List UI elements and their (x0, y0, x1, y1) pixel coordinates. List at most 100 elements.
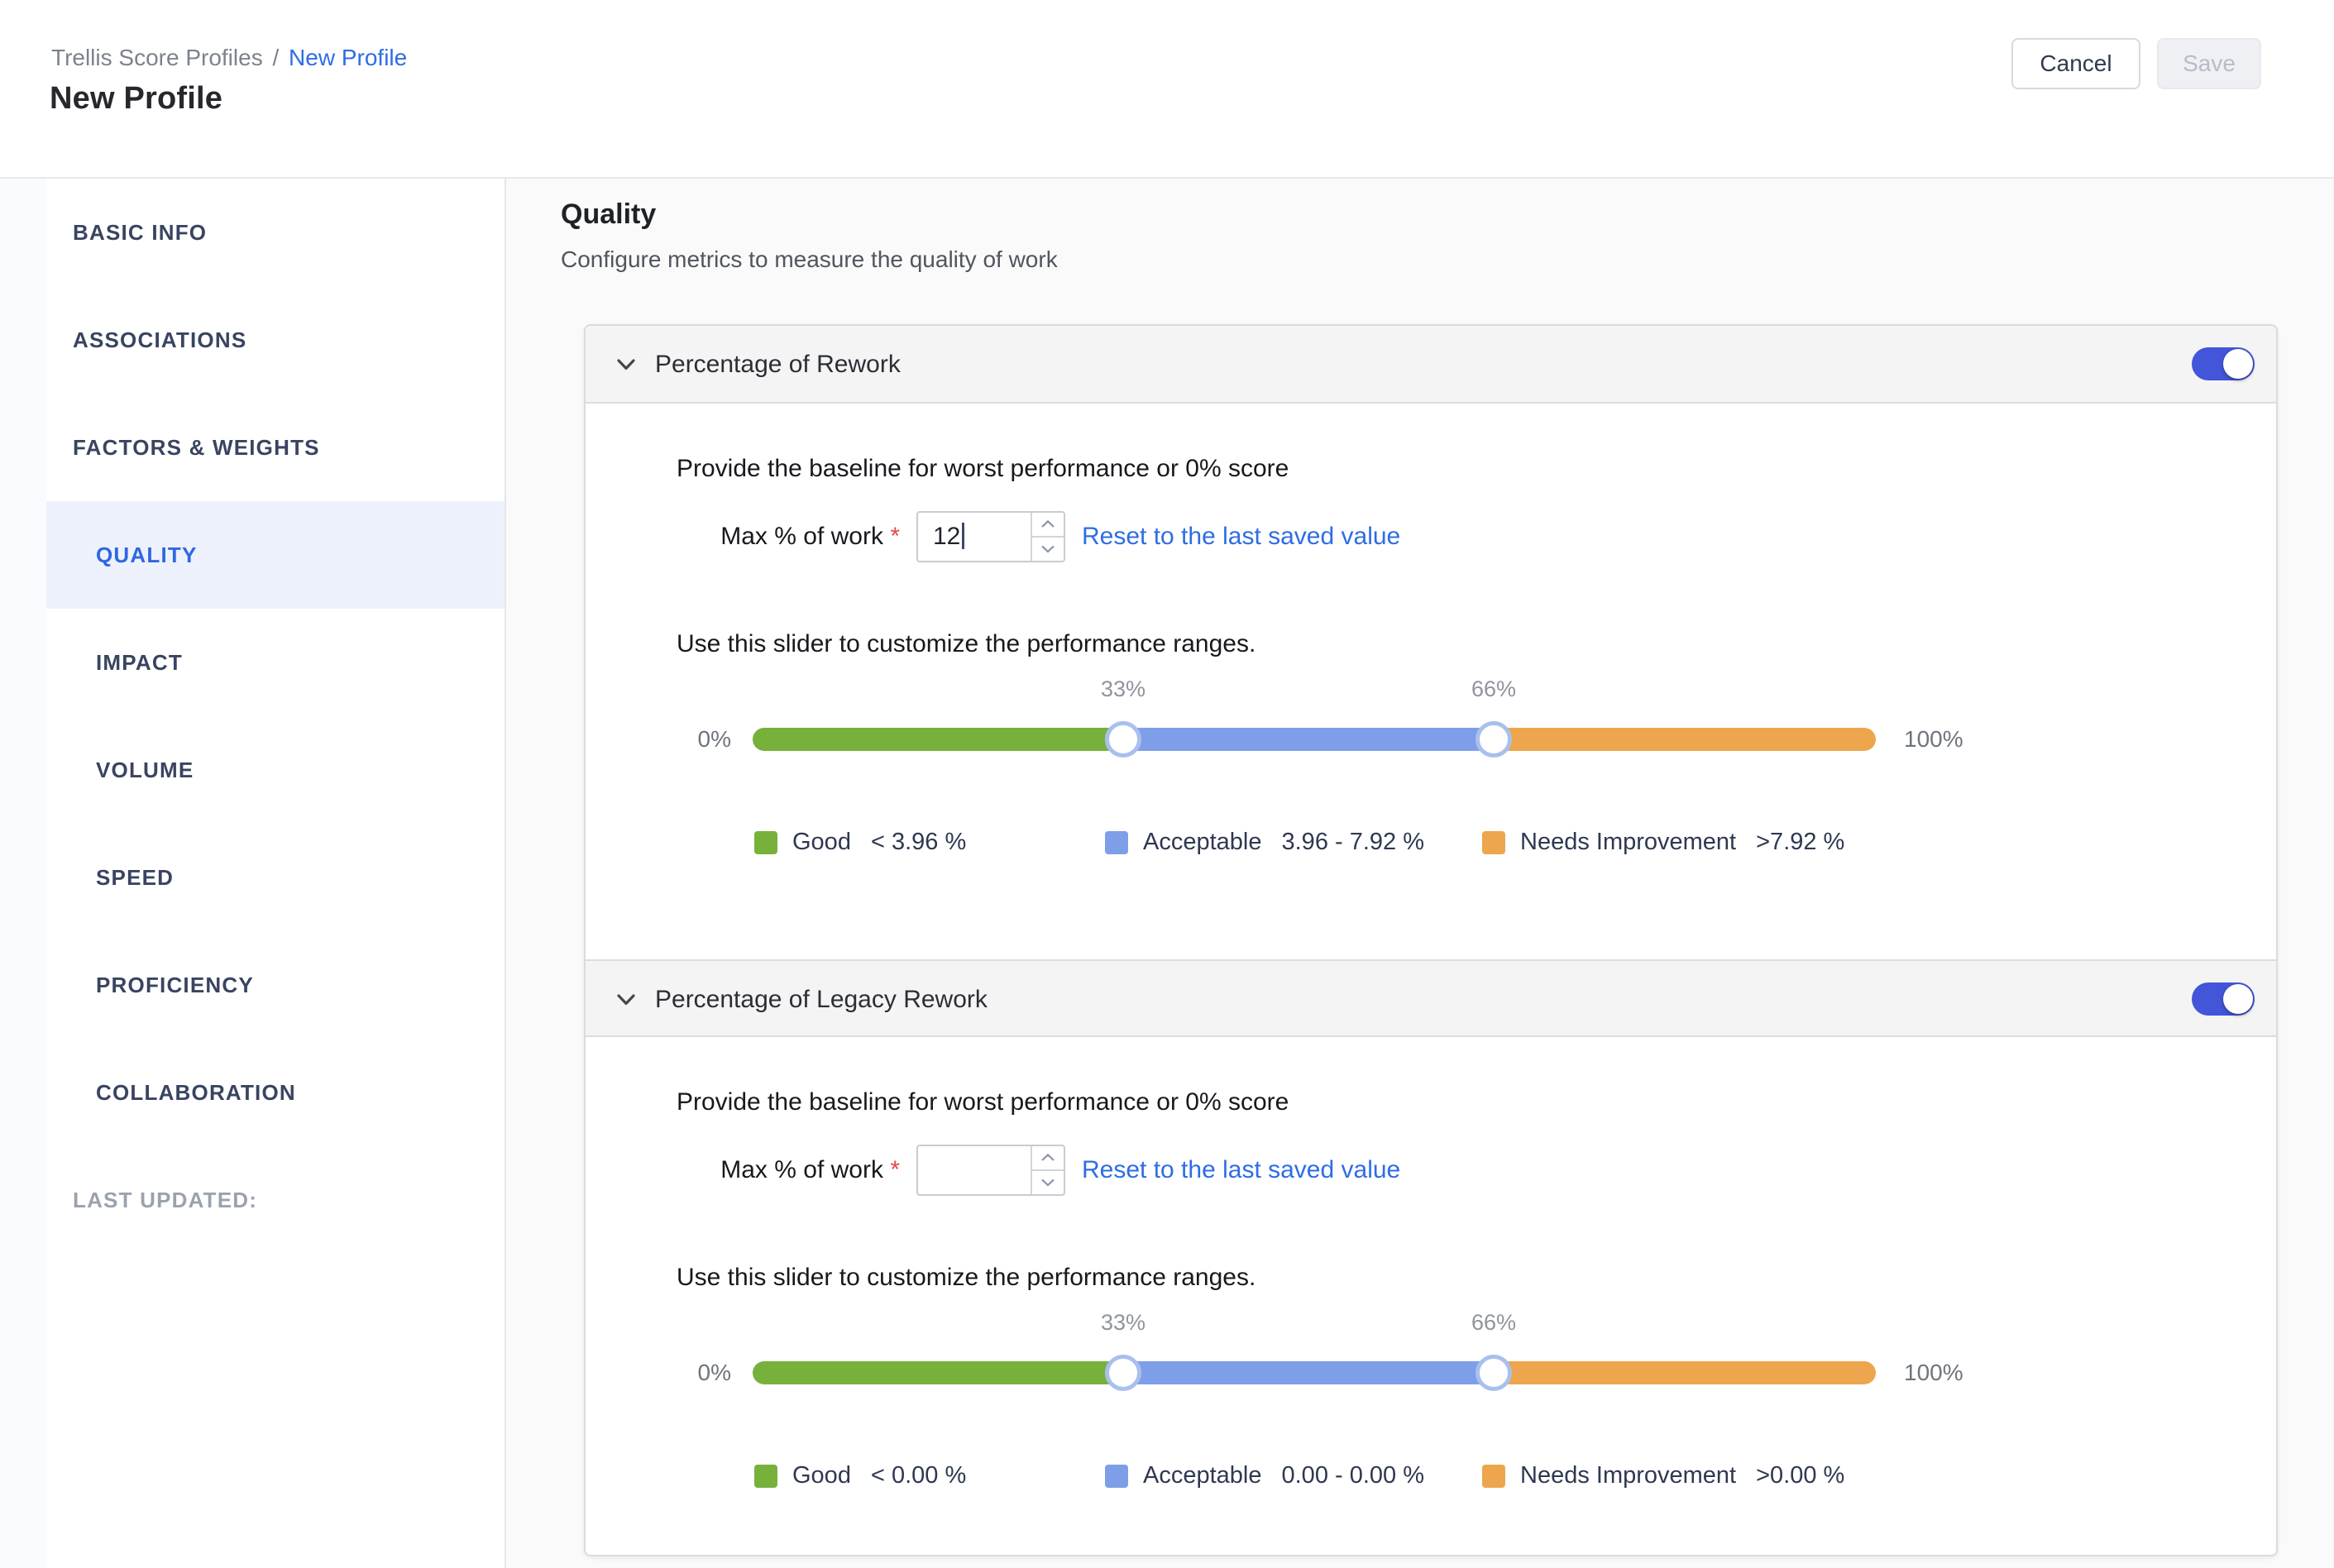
legend-name: Acceptable (1143, 829, 1262, 855)
legend-name: Needs Improvement (1520, 829, 1737, 855)
section-header-percentage-of-rework[interactable]: Percentage of Rework (586, 326, 2276, 404)
slider-segment-good (753, 1361, 1123, 1384)
slider-segment-good (753, 728, 1123, 751)
breadcrumb-current[interactable]: New Profile (289, 45, 408, 70)
max-percent-input[interactable] (916, 1145, 1065, 1196)
legend-needs-improvement: Needs Improvement >7.92 % (1482, 829, 1844, 856)
stepper-up-button[interactable] (1032, 513, 1064, 538)
performance-range-slider[interactable] (753, 728, 1876, 751)
top-header: Trellis Score Profiles / New Profile New… (0, 0, 2334, 179)
legend-name: Good (792, 1462, 851, 1489)
baseline-instruction: Provide the baseline for worst performan… (677, 455, 1289, 482)
legend-name: Good (792, 829, 851, 855)
max-percent-input[interactable]: 12 (916, 511, 1065, 562)
sidebar-item-impact[interactable]: IMPACT (96, 649, 183, 675)
slider-handle-66[interactable] (1475, 1355, 1512, 1391)
max-percent-label: Max % of work * (720, 1156, 900, 1183)
sidebar-item-collaboration[interactable]: COLLABORATION (96, 1079, 296, 1105)
required-asterisk: * (890, 1156, 900, 1183)
slider-caption: Use this slider to customize the perform… (677, 1264, 1256, 1291)
page-title: New Profile (50, 81, 223, 116)
acceptable-swatch-icon (1105, 1464, 1128, 1488)
section-header-percentage-of-legacy-rework[interactable]: Percentage of Legacy Rework (586, 959, 2276, 1037)
stepper-down-button[interactable] (1032, 1171, 1064, 1194)
legend-good: Good < 3.96 % (754, 829, 966, 856)
slider-handle1-label: 33% (1100, 676, 1146, 701)
chevron-down-icon[interactable] (615, 989, 637, 1011)
section-title: Percentage of Legacy Rework (655, 986, 988, 1013)
slider-segment-needs-improvement (1494, 728, 1876, 751)
acceptable-swatch-icon (1105, 830, 1128, 854)
sidebar-item-quality[interactable]: QUALITY (46, 501, 505, 609)
baseline-instruction: Provide the baseline for worst performan… (677, 1088, 1289, 1116)
performance-range-slider[interactable] (753, 1361, 1876, 1384)
breadcrumb-parent[interactable]: Trellis Score Profiles (51, 45, 263, 70)
slider-handle1-label: 33% (1100, 1310, 1146, 1335)
sidebar-item-associations[interactable]: ASSOCIATIONS (73, 327, 247, 352)
required-asterisk: * (890, 523, 900, 550)
legend-range: < 0.00 % (870, 1462, 967, 1489)
quality-metrics-card: Percentage of Rework Provide the baselin… (584, 324, 2278, 1556)
legend-acceptable: Acceptable 3.96 - 7.92 % (1105, 829, 1424, 856)
section-body-percentage-of-rework: Provide the baseline for worst performan… (586, 404, 2276, 959)
sidebar-item-speed[interactable]: SPEED (96, 864, 175, 890)
slider-handle-66[interactable] (1475, 721, 1512, 758)
number-stepper (1031, 513, 1064, 561)
slider-handle2-label: 66% (1471, 676, 1517, 701)
good-swatch-icon (754, 830, 777, 854)
sidebar-item-volume[interactable]: VOLUME (96, 757, 194, 782)
main-content: Quality Configure metrics to measure the… (506, 179, 2334, 1568)
breadcrumb-separator: / (265, 45, 286, 70)
slider-min-label: 0% (697, 726, 731, 752)
slider-max-label: 100% (1904, 1360, 1963, 1385)
stepper-up-button[interactable] (1032, 1146, 1064, 1171)
sidebar-item-proficiency[interactable]: PROFICIENCY (96, 972, 254, 997)
toggle-knob (2223, 349, 2253, 379)
toggle-knob (2223, 984, 2253, 1014)
max-percent-label: Max % of work * (720, 523, 900, 550)
rework-enabled-toggle[interactable] (2192, 347, 2255, 380)
slider-segment-needs-improvement (1494, 1361, 1876, 1384)
slider-handle-33[interactable] (1105, 1355, 1141, 1391)
legend-range: >7.92 % (1756, 829, 1845, 855)
left-accent-strip (0, 179, 46, 1568)
sidebar-nav: BASIC INFO ASSOCIATIONS FACTORS & WEIGHT… (46, 179, 506, 1568)
cancel-button[interactable]: Cancel (2011, 38, 2140, 89)
reset-to-last-saved-link[interactable]: Reset to the last saved value (1082, 523, 1401, 550)
needs-improvement-swatch-icon (1482, 830, 1505, 854)
slider-max-label: 100% (1904, 726, 1963, 752)
slider-handle-33[interactable] (1105, 721, 1141, 758)
legend-range: 3.96 - 7.92 % (1281, 829, 1425, 855)
slider-handle2-label: 66% (1471, 1310, 1517, 1335)
sidebar-label-last-updated: LAST UPDATED: (73, 1187, 258, 1212)
slider-min-label: 0% (697, 1360, 731, 1385)
chevron-down-icon[interactable] (615, 354, 637, 375)
needs-improvement-swatch-icon (1482, 1464, 1505, 1488)
sidebar-item-basic-info[interactable]: BASIC INFO (73, 219, 208, 245)
sidebar-item-factors-weights[interactable]: FACTORS & WEIGHTS (73, 434, 320, 460)
legend-range: < 3.96 % (870, 829, 967, 855)
legend-name: Needs Improvement (1520, 1462, 1737, 1489)
legend-acceptable: Acceptable 0.00 - 0.00 % (1105, 1462, 1424, 1489)
number-stepper (1031, 1146, 1064, 1194)
section-page-title: Quality (561, 198, 657, 230)
breadcrumb: Trellis Score Profiles / New Profile (51, 45, 407, 71)
legend-name: Acceptable (1143, 1462, 1262, 1489)
stepper-down-button[interactable] (1032, 538, 1064, 561)
legend-good: Good < 0.00 % (754, 1462, 966, 1489)
slider-segment-acceptable (1123, 1361, 1494, 1384)
section-title: Percentage of Rework (655, 351, 901, 378)
legend-range: >0.00 % (1756, 1462, 1845, 1489)
legend-range: 0.00 - 0.00 % (1281, 1462, 1425, 1489)
slider-caption: Use this slider to customize the perform… (677, 630, 1256, 657)
max-percent-value: 12 (933, 523, 961, 550)
legacy-rework-enabled-toggle[interactable] (2192, 982, 2255, 1016)
text-cursor (962, 523, 965, 549)
section-page-subtitle: Configure metrics to measure the quality… (561, 246, 1058, 272)
slider-segment-acceptable (1123, 728, 1494, 751)
good-swatch-icon (754, 1464, 777, 1488)
save-button[interactable]: Save (2157, 38, 2261, 89)
section-body-percentage-of-legacy-rework: Provide the baseline for worst performan… (586, 1037, 2276, 1558)
legend-needs-improvement: Needs Improvement >0.00 % (1482, 1462, 1844, 1489)
reset-to-last-saved-link[interactable]: Reset to the last saved value (1082, 1156, 1401, 1183)
